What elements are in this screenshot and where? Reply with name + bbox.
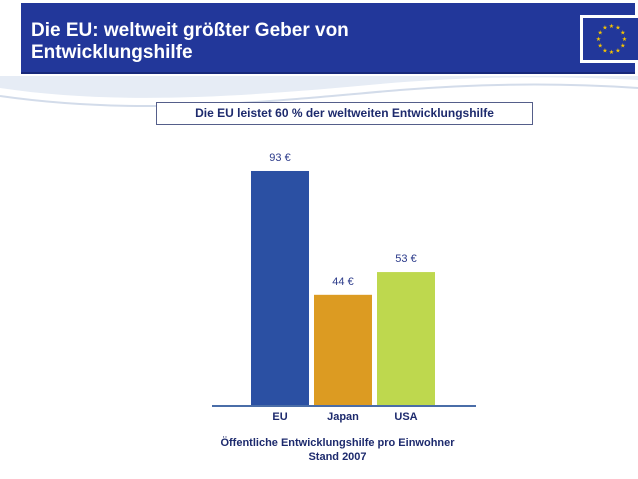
background-swoosh xyxy=(0,76,638,108)
value-label-japan: 44 € xyxy=(332,276,353,288)
eu-flag-stars: ★ ★★★★★★★★★★★ xyxy=(596,23,627,56)
eu-flag-star: ★ xyxy=(609,23,614,30)
eu-flag-star: ★ xyxy=(598,43,603,50)
eu-flag-star: ★ xyxy=(622,36,627,43)
eu-flag-star: ★ xyxy=(602,47,607,54)
chart-caption: Die EU leistet 60 % der weltweiten Entwi… xyxy=(156,102,533,125)
chart-footer: Öffentliche Entwicklungshilfe pro Einwoh… xyxy=(160,436,515,464)
labels-layer: 93 € EU 44 € Japan 53 € USA xyxy=(269,152,417,423)
eu-flag-star: ★ xyxy=(602,25,607,32)
category-label-usa: USA xyxy=(394,411,417,423)
category-label-japan: Japan xyxy=(327,411,359,423)
bars-layer xyxy=(251,170,435,406)
bar-eu xyxy=(251,170,309,406)
eu-flag-icon: ★ ★★★★★★★★★★★ xyxy=(583,18,638,60)
category-label-eu: EU xyxy=(272,411,287,423)
eu-flag-star: ★ xyxy=(598,30,603,37)
eu-flag-star: ★ xyxy=(620,30,625,37)
footer-line-1: Öffentliche Entwicklungshilfe pro Einwoh… xyxy=(220,437,455,449)
title-bar: Die EU: weltweit größter Geber von Entwi… xyxy=(21,3,638,74)
eu-flag-field xyxy=(583,18,638,60)
eu-flag-star: ★ xyxy=(615,47,620,54)
value-label-usa: 53 € xyxy=(395,253,416,265)
bar-usa xyxy=(377,272,435,406)
bar-japan xyxy=(314,294,372,406)
eu-flag-star: ★ xyxy=(609,49,614,56)
page-title: Die EU: weltweit größter Geber von Entwi… xyxy=(31,20,349,63)
footer-line-2: Stand 2007 xyxy=(308,451,367,463)
eu-flag-star: ★ xyxy=(596,36,601,43)
eu-flag-star: ★ xyxy=(615,25,620,32)
eu-flag: ★ ★ ★ ★ ★ ★ ★ ★ ★ ★ ★ ★ xyxy=(580,15,638,63)
value-label-eu: 93 € xyxy=(269,152,290,164)
eu-flag-star: ★ xyxy=(620,43,625,50)
